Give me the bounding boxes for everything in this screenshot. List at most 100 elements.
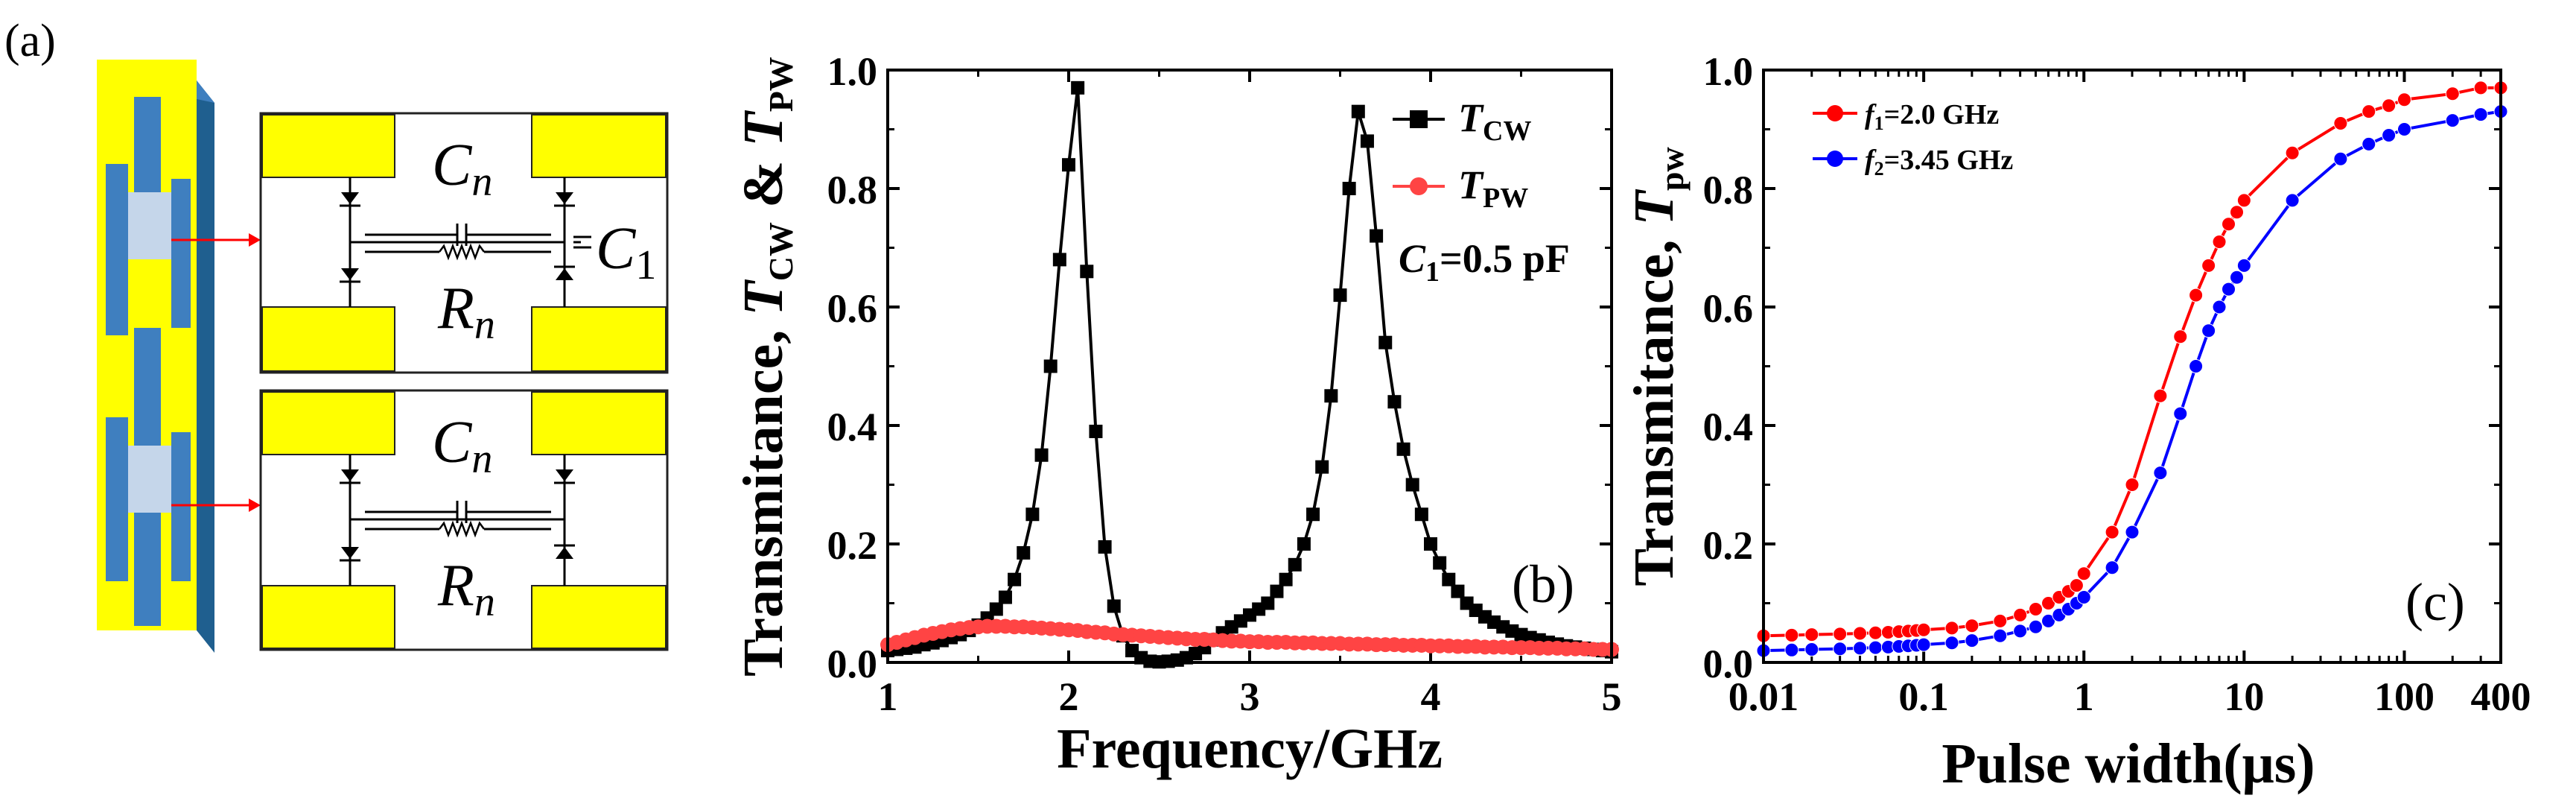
c-data-point <box>2382 127 2397 142</box>
b-y-tick-label: 1.0 <box>827 49 878 94</box>
legend-label-tpw: TPW <box>1458 162 1528 214</box>
b-x-tick-label: 3 <box>1240 674 1260 719</box>
c-data-point <box>2201 258 2216 273</box>
panel-a-label: (a) <box>4 16 56 66</box>
panel-a: (a) <box>4 16 669 653</box>
c-x-tick-label: 0.01 <box>1729 674 1799 719</box>
c-data-point <box>2212 235 2227 250</box>
legend-marker-tpw <box>1410 177 1428 195</box>
b-data-point <box>1270 584 1284 598</box>
c-data-point <box>2105 525 2119 539</box>
b-data-point <box>1098 539 1112 554</box>
c-data-point <box>2230 205 2245 220</box>
patch-bl <box>261 306 395 372</box>
slab-side-face <box>197 80 214 653</box>
b-data-point <box>1107 599 1121 613</box>
b-data-point <box>989 602 1003 616</box>
c-data-point <box>1853 641 1868 656</box>
c-data-point <box>1965 618 1979 633</box>
c-y-tick-label: 1.0 <box>1703 49 1754 94</box>
b-data-point <box>1034 448 1049 462</box>
c-data-point <box>2222 217 2236 232</box>
b-data-point <box>1387 395 1402 409</box>
slab-strip <box>171 179 191 328</box>
b-data-point <box>1342 182 1356 195</box>
unit-cell-highlight-bottom <box>128 446 171 513</box>
c-data-point <box>2230 270 2245 285</box>
c-data-point <box>2153 466 2168 481</box>
c-data-point <box>1853 626 1868 641</box>
c-data-point <box>2397 122 2411 136</box>
b-data-point <box>1396 442 1411 456</box>
b-x-tick-label: 2 <box>1059 674 1079 719</box>
b-y-tick-label: 0.2 <box>827 523 878 568</box>
unit-cell-highlight-top <box>128 192 171 259</box>
b-x-tick-label: 1 <box>878 674 898 719</box>
c-x-tick-labels: 0.01 0.1 1 10 100 400 <box>1729 674 2531 719</box>
c-data-point <box>1784 627 1799 642</box>
series-f2 <box>1756 104 2508 658</box>
b-data-point <box>1378 335 1393 349</box>
c-data-point <box>2041 596 2056 610</box>
c-data-point <box>2153 388 2168 403</box>
c-data-point <box>2445 113 2460 128</box>
slab-strip <box>134 537 161 626</box>
series-tcw <box>881 80 1618 669</box>
b-data-point <box>1288 557 1302 572</box>
c-data-point <box>2333 151 2348 166</box>
c-data-point <box>2201 323 2216 338</box>
b-data-point <box>1025 507 1040 522</box>
patch-br <box>531 306 667 372</box>
c-axes-frame <box>1762 69 2502 664</box>
legend-label-f1: f1=2.0 GHz <box>1865 99 1999 134</box>
c-series-line-1 <box>1763 110 2502 653</box>
c-x-tick-label: 0.1 <box>1898 674 1949 719</box>
b-y-tick-label: 0.8 <box>827 168 878 212</box>
c-data-point <box>2105 560 2119 575</box>
b-x-tick-label: 5 <box>1602 674 1622 719</box>
capacitor-cn-symbol <box>456 224 468 246</box>
c-data-point <box>2382 98 2397 113</box>
c-data-point <box>1944 621 1959 636</box>
c-data-point <box>2125 478 2140 492</box>
c-x-tick-label: 10 <box>2224 674 2264 719</box>
panel-b: 1 2 3 4 5 0.0 0.2 0.4 0.6 0.8 1.0 Frequency/GHz T… <box>732 49 1622 780</box>
patch-tl <box>261 391 395 455</box>
c-x-tick-label: 1 <box>2074 674 2094 719</box>
slab-strip <box>106 417 128 581</box>
c-data-point <box>2173 329 2188 344</box>
series-tpw <box>880 618 1619 657</box>
c-data-point <box>2013 607 2028 622</box>
capacitor-c1-symbol <box>573 235 591 249</box>
c-panel-label: (c) <box>2405 572 2465 632</box>
b-legend: TCW TPW <box>1393 95 1531 214</box>
legend-label-f2: f2=3.45 GHz <box>1865 145 2013 180</box>
cn-label: Cn <box>432 410 492 482</box>
b-y-tick-label: 0.0 <box>827 642 878 686</box>
c-y-axis-label: Transmitance, Tpw <box>1623 147 1691 586</box>
b-x-tick-labels: 1 2 3 4 5 <box>878 674 1622 719</box>
c-data-point <box>1993 613 2008 628</box>
c-data-point <box>2212 300 2227 314</box>
b-data-point <box>1333 288 1347 303</box>
series-f1 <box>1756 80 2508 643</box>
b-data-point <box>1089 424 1103 438</box>
metasurface-slab <box>97 60 214 653</box>
diodes <box>340 469 575 562</box>
c-data-point <box>1916 637 1931 652</box>
c-data-point <box>1965 633 1979 648</box>
c-y-tick-label: 0.6 <box>1703 286 1754 331</box>
c-data-point <box>1784 642 1799 657</box>
b-data-point <box>1324 389 1338 403</box>
slab-strip <box>106 164 128 335</box>
arrow-bottom-head <box>249 499 261 512</box>
b-data-point <box>1261 596 1275 610</box>
b-data-point <box>1424 537 1437 551</box>
c-y-tick-label: 0.0 <box>1703 642 1754 686</box>
rn-label: Rn <box>437 276 495 348</box>
c-data-point <box>2362 104 2376 119</box>
c-data-point <box>1868 625 1883 640</box>
c-data-point <box>2189 359 2204 373</box>
resistor-rn-symbol <box>439 243 485 261</box>
b-y-tick-labels: 0.0 0.2 0.4 0.6 0.8 1.0 <box>827 49 878 686</box>
